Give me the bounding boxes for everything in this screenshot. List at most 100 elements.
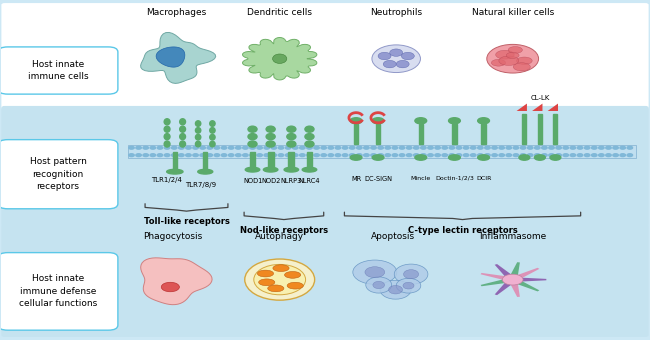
Bar bbox=[354, 124, 358, 144]
FancyBboxPatch shape bbox=[0, 253, 118, 330]
Polygon shape bbox=[495, 264, 517, 281]
Circle shape bbox=[421, 154, 426, 157]
Circle shape bbox=[143, 146, 148, 149]
Circle shape bbox=[456, 154, 461, 157]
Ellipse shape bbox=[196, 141, 201, 147]
Bar bbox=[203, 152, 207, 169]
Circle shape bbox=[485, 146, 490, 149]
Circle shape bbox=[471, 154, 476, 157]
Ellipse shape bbox=[384, 61, 396, 68]
Circle shape bbox=[271, 146, 277, 149]
Circle shape bbox=[599, 154, 604, 157]
Text: Mincle: Mincle bbox=[411, 176, 431, 181]
Circle shape bbox=[563, 154, 569, 157]
Ellipse shape bbox=[478, 155, 489, 160]
Circle shape bbox=[257, 146, 263, 149]
Circle shape bbox=[456, 146, 461, 149]
Ellipse shape bbox=[166, 169, 183, 174]
Circle shape bbox=[207, 154, 213, 157]
Ellipse shape bbox=[378, 52, 391, 60]
Circle shape bbox=[385, 146, 391, 149]
Circle shape bbox=[527, 146, 533, 149]
Ellipse shape bbox=[366, 277, 392, 293]
Circle shape bbox=[521, 146, 526, 149]
Ellipse shape bbox=[372, 118, 384, 124]
Ellipse shape bbox=[305, 126, 314, 132]
Ellipse shape bbox=[210, 128, 215, 133]
Ellipse shape bbox=[287, 126, 296, 132]
Circle shape bbox=[314, 154, 319, 157]
Text: Neutrophils: Neutrophils bbox=[370, 8, 422, 17]
Circle shape bbox=[172, 154, 177, 157]
Ellipse shape bbox=[196, 121, 201, 126]
Ellipse shape bbox=[284, 167, 298, 172]
Ellipse shape bbox=[372, 45, 421, 72]
Circle shape bbox=[463, 154, 469, 157]
Circle shape bbox=[357, 154, 362, 157]
Circle shape bbox=[378, 146, 384, 149]
Ellipse shape bbox=[257, 270, 274, 277]
Circle shape bbox=[129, 146, 134, 149]
Ellipse shape bbox=[373, 282, 385, 289]
Ellipse shape bbox=[210, 121, 215, 126]
Circle shape bbox=[478, 154, 483, 157]
Text: DC-SIGN: DC-SIGN bbox=[364, 176, 392, 182]
Ellipse shape bbox=[365, 267, 385, 278]
Ellipse shape bbox=[248, 141, 257, 147]
Circle shape bbox=[592, 146, 597, 149]
Circle shape bbox=[471, 146, 476, 149]
Circle shape bbox=[285, 154, 291, 157]
Circle shape bbox=[413, 146, 419, 149]
Circle shape bbox=[502, 274, 523, 285]
Circle shape bbox=[506, 154, 512, 157]
Circle shape bbox=[606, 146, 611, 149]
Ellipse shape bbox=[302, 167, 317, 172]
Circle shape bbox=[549, 146, 554, 149]
Bar bbox=[127, 145, 636, 158]
Circle shape bbox=[406, 146, 412, 149]
Circle shape bbox=[136, 154, 141, 157]
Circle shape bbox=[161, 282, 179, 292]
Circle shape bbox=[193, 146, 198, 149]
Circle shape bbox=[250, 154, 255, 157]
Polygon shape bbox=[156, 47, 185, 67]
Circle shape bbox=[627, 146, 632, 149]
Text: Doctin-1/2/3: Doctin-1/2/3 bbox=[435, 176, 474, 181]
Ellipse shape bbox=[245, 259, 315, 300]
Circle shape bbox=[435, 146, 440, 149]
Polygon shape bbox=[140, 32, 216, 83]
Text: Inflammasome: Inflammasome bbox=[479, 232, 546, 241]
Circle shape bbox=[157, 146, 162, 149]
Circle shape bbox=[200, 154, 205, 157]
Circle shape bbox=[150, 146, 155, 149]
Circle shape bbox=[421, 146, 426, 149]
Circle shape bbox=[514, 146, 519, 149]
Circle shape bbox=[499, 154, 504, 157]
Text: CL-LK: CL-LK bbox=[530, 95, 549, 101]
Bar bbox=[452, 124, 457, 144]
Circle shape bbox=[235, 154, 241, 157]
Ellipse shape bbox=[404, 270, 419, 279]
Circle shape bbox=[214, 154, 220, 157]
Circle shape bbox=[242, 146, 248, 149]
Polygon shape bbox=[508, 279, 520, 297]
Circle shape bbox=[492, 146, 497, 149]
Circle shape bbox=[521, 154, 526, 157]
Polygon shape bbox=[513, 277, 547, 282]
Circle shape bbox=[428, 146, 433, 149]
Polygon shape bbox=[242, 37, 317, 80]
Polygon shape bbox=[548, 104, 558, 111]
Text: Natural killer cells: Natural killer cells bbox=[471, 8, 554, 17]
Ellipse shape bbox=[506, 52, 519, 58]
Bar bbox=[376, 124, 380, 144]
Text: Host pattern
recognition
receptors: Host pattern recognition receptors bbox=[30, 157, 86, 191]
Ellipse shape bbox=[266, 134, 275, 140]
Circle shape bbox=[285, 146, 291, 149]
Circle shape bbox=[613, 154, 618, 157]
Circle shape bbox=[186, 154, 191, 157]
Ellipse shape bbox=[285, 272, 301, 278]
Circle shape bbox=[292, 154, 298, 157]
Ellipse shape bbox=[380, 280, 411, 299]
Circle shape bbox=[492, 154, 497, 157]
Ellipse shape bbox=[448, 118, 460, 124]
